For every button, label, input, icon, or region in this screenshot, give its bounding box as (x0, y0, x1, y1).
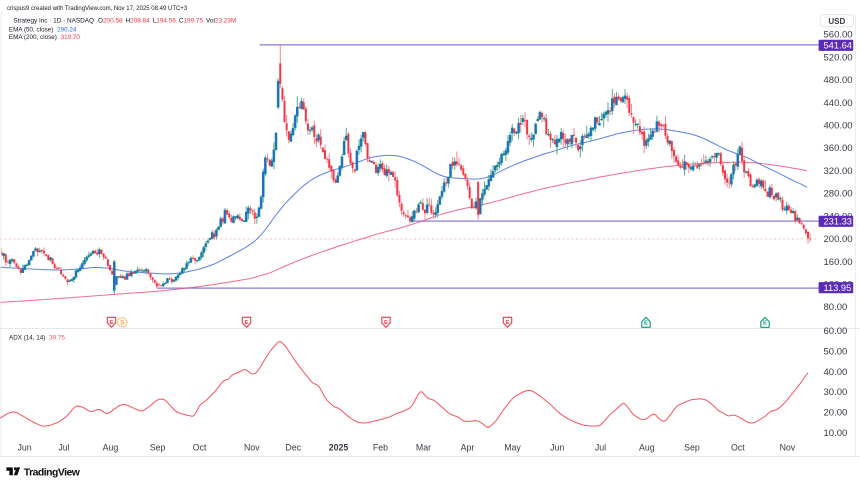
svg-text:Sep: Sep (684, 442, 700, 452)
svg-text:Dec: Dec (285, 442, 301, 452)
svg-text:Jul: Jul (595, 442, 606, 452)
svg-text:Nov: Nov (780, 442, 796, 452)
svg-text:20.00: 20.00 (824, 408, 848, 419)
svg-text:Jun: Jun (18, 442, 32, 452)
svg-text:560.00: 560.00 (824, 30, 853, 41)
svg-text:113.95: 113.95 (824, 283, 852, 293)
svg-text:crispus9 created with TradingV: crispus9 created with TradingView.com, N… (7, 6, 188, 12)
svg-text:Sep: Sep (150, 442, 166, 452)
svg-text:30.00: 30.00 (824, 387, 848, 398)
svg-text:May: May (504, 442, 521, 452)
svg-text:Aug: Aug (103, 442, 119, 452)
svg-text:Jun: Jun (550, 442, 564, 452)
svg-text:EMA (50, close) 290.24: EMA (50, close) 290.24 (9, 26, 77, 33)
svg-text:EMA (200, close) 319.70: EMA (200, close) 319.70 (9, 34, 80, 41)
svg-text:E: E (506, 320, 510, 326)
svg-text:200.00: 200.00 (824, 234, 853, 245)
svg-text:480.00: 480.00 (824, 75, 853, 86)
svg-text:Jul: Jul (58, 442, 69, 452)
svg-text:S: S (120, 321, 124, 327)
svg-text:541.64: 541.64 (824, 41, 852, 51)
svg-text:E: E (384, 320, 388, 326)
svg-text:USD: USD (828, 17, 845, 26)
svg-text:Apr: Apr (461, 442, 475, 452)
svg-text:231.33: 231.33 (824, 217, 852, 227)
svg-text:280.00: 280.00 (824, 189, 853, 200)
svg-text:2025: 2025 (329, 442, 349, 452)
svg-text:Oct: Oct (731, 442, 745, 452)
svg-text:Nov: Nov (244, 442, 260, 452)
svg-text:E: E (644, 321, 648, 327)
svg-text:Mar: Mar (416, 442, 431, 452)
svg-text:80.00: 80.00 (824, 302, 848, 313)
svg-text:360.00: 360.00 (824, 143, 853, 154)
svg-text:60.00: 60.00 (824, 326, 848, 337)
svg-text:Feb: Feb (373, 442, 388, 452)
svg-text:400.00: 400.00 (824, 121, 853, 132)
svg-text:320.00: 320.00 (824, 166, 853, 177)
svg-text:40.00: 40.00 (824, 367, 848, 378)
svg-text:E: E (110, 320, 114, 326)
svg-text:Oct: Oct (193, 442, 207, 452)
svg-text:E: E (245, 320, 249, 326)
svg-text:10.00: 10.00 (824, 428, 848, 439)
svg-text:Aug: Aug (639, 442, 655, 452)
svg-text:ADX (14, 14) 39.75: ADX (14, 14) 39.75 (9, 335, 65, 342)
svg-text:50.00: 50.00 (824, 347, 848, 358)
svg-text:TradingView: TradingView (24, 467, 81, 478)
svg-text:520.00: 520.00 (824, 52, 853, 63)
svg-text:440.00: 440.00 (824, 98, 853, 109)
svg-text:E: E (763, 321, 767, 327)
svg-text:160.00: 160.00 (824, 257, 853, 268)
